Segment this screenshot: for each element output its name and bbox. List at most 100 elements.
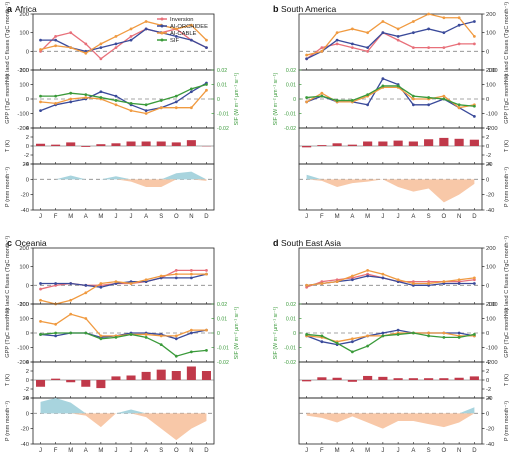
- data-point: [427, 282, 431, 285]
- sif-axis-label: SIF (W m⁻² µm⁻¹ sr⁻¹): [234, 306, 240, 359]
- data-point: [114, 94, 118, 98]
- data-point: [39, 282, 42, 285]
- data-point: [144, 27, 148, 31]
- y-tick-label: 100: [19, 31, 29, 37]
- sif-tick-label: -0.02: [284, 360, 296, 366]
- data-point: [381, 31, 385, 35]
- legend-marker: [160, 38, 164, 42]
- data-point: [350, 99, 354, 102]
- data-point: [39, 320, 42, 323]
- data-point: [54, 334, 58, 338]
- x-tick-label: N: [457, 214, 461, 220]
- data-point: [442, 331, 446, 335]
- x-tick-label: F: [320, 214, 324, 220]
- y-tick-label: 4: [486, 360, 490, 366]
- panel-letter: c: [7, 238, 12, 248]
- data-point: [411, 282, 415, 285]
- data-point: [189, 87, 193, 91]
- data-point: [442, 97, 446, 101]
- y-tick-label: -200: [17, 126, 29, 132]
- data-point: [174, 334, 178, 338]
- gpp-axis-label: GPP (TgC month⁻¹): [504, 74, 510, 124]
- data-point: [472, 35, 476, 38]
- y-tick-label: 4: [26, 126, 30, 132]
- precip-negative-area: [40, 413, 207, 441]
- data-point: [350, 42, 354, 46]
- data-point: [457, 42, 461, 46]
- sif-tick-label: 0.02: [217, 302, 227, 308]
- y-tick-label: 100: [486, 83, 496, 89]
- x-tick-label: A: [350, 448, 354, 454]
- data-point: [54, 322, 58, 326]
- legend-marker: [160, 31, 164, 35]
- temp-bar: [439, 378, 449, 380]
- temp-axis-label: T (K): [504, 374, 510, 386]
- precip-positive-area: [40, 398, 207, 414]
- data-point: [189, 331, 193, 335]
- sif-axis-label: SIF (W m⁻² µm⁻¹ sr⁻¹): [273, 72, 279, 125]
- temp-bar: [393, 378, 403, 380]
- data-point: [381, 331, 385, 335]
- temp-bar: [51, 144, 61, 146]
- data-point: [144, 335, 148, 339]
- temp-bar: [393, 140, 403, 146]
- data-point: [472, 42, 476, 46]
- temp-bar: [363, 375, 373, 380]
- y-tick-label: -100: [17, 302, 29, 308]
- temp-bar: [439, 137, 449, 146]
- series-line-sif: [40, 332, 207, 357]
- flux-frame: [298, 13, 483, 71]
- data-point: [99, 57, 103, 61]
- temp-bar: [454, 377, 464, 380]
- y-tick-label: 200: [19, 68, 29, 74]
- data-point: [366, 31, 370, 35]
- y-tick-label: 0: [26, 411, 29, 417]
- temp-bar: [302, 146, 312, 148]
- data-point: [411, 31, 415, 35]
- data-point: [39, 109, 42, 112]
- data-point: [99, 46, 103, 49]
- y-tick-label: 0: [486, 144, 489, 150]
- x-tick-label: M: [365, 448, 370, 454]
- y-tick-label: 100: [486, 317, 496, 323]
- sif-tick-label: 0.02: [286, 302, 296, 308]
- data-point: [350, 337, 354, 341]
- data-point: [144, 103, 148, 107]
- data-point: [335, 31, 339, 35]
- data-point: [366, 49, 370, 53]
- data-point: [335, 42, 339, 46]
- data-point: [39, 94, 42, 98]
- x-tick-label: A: [84, 448, 88, 454]
- series-line-sif: [40, 83, 207, 106]
- sif-tick-label: -0.02: [284, 126, 296, 132]
- y-tick-label: -100: [17, 68, 29, 74]
- data-point: [305, 53, 309, 57]
- data-point: [84, 331, 88, 335]
- x-tick-label: J: [114, 448, 117, 454]
- series-line-ai-cable: [40, 20, 207, 54]
- y-tick-label: 0: [26, 49, 29, 55]
- data-point: [205, 349, 208, 352]
- legend-marker: [160, 17, 164, 21]
- x-tick-label: J: [381, 448, 384, 454]
- data-point: [350, 46, 354, 49]
- data-point: [427, 334, 431, 338]
- sif-tick-label: 0: [217, 97, 220, 103]
- data-point: [114, 35, 118, 38]
- data-point: [69, 31, 73, 35]
- x-tick-label: A: [84, 214, 88, 220]
- data-point: [350, 278, 354, 282]
- y-tick-label: -40: [486, 442, 494, 448]
- x-tick-label: N: [457, 448, 461, 454]
- y-tick-label: 200: [486, 12, 496, 18]
- x-tick-label: M: [365, 214, 370, 220]
- x-tick-label: J: [39, 214, 42, 220]
- temp-bar: [469, 376, 479, 380]
- data-point: [159, 99, 163, 102]
- sif-axis-label: SIF (W m⁻² µm⁻¹ sr⁻¹): [234, 72, 240, 125]
- data-point: [335, 99, 339, 102]
- data-point: [305, 57, 309, 61]
